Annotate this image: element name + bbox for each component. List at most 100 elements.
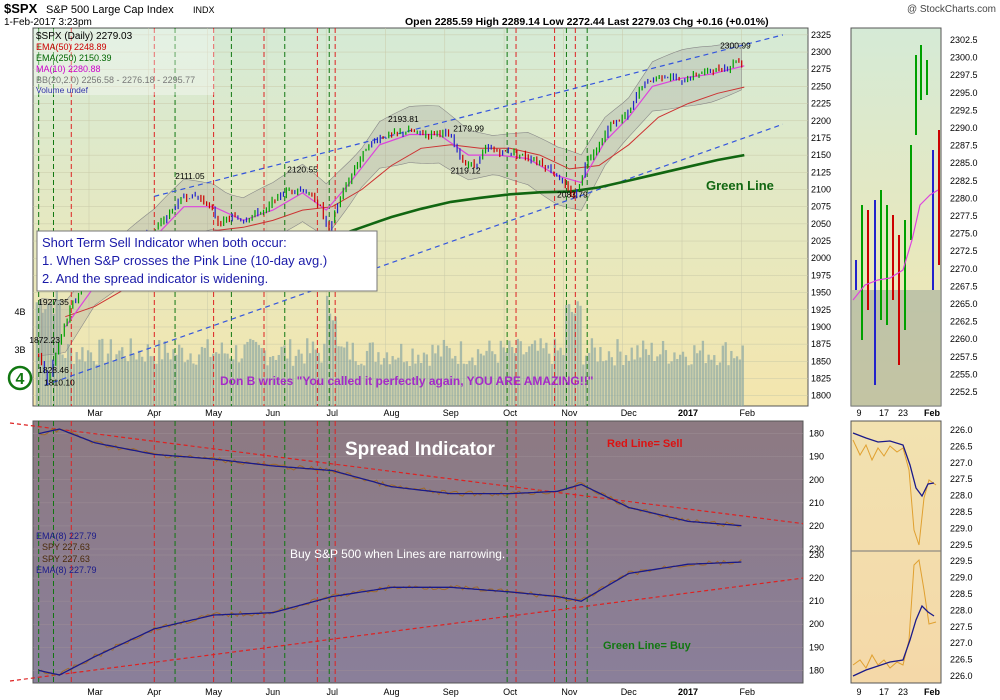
volume-bar: [380, 364, 383, 406]
volume-bar: [664, 350, 668, 406]
chart-date: 1-Feb-2017 3:23pm: [4, 17, 92, 28]
volume-bar: [334, 316, 337, 406]
volume-bar: [690, 364, 693, 406]
legend-volume: Volume undef: [36, 85, 89, 95]
price-candles: [38, 58, 743, 384]
channel-lower: [44, 123, 784, 386]
volume-bar: [587, 352, 591, 406]
volume-bar: [678, 354, 682, 406]
spread-legend-spy-2: SPY 227.63: [42, 554, 90, 564]
volume-bar: [297, 349, 300, 406]
side-x-label: 17: [879, 408, 889, 418]
volume-bar: [408, 365, 411, 406]
volume-bar: [155, 363, 158, 406]
volume-bar: [479, 353, 483, 406]
volume-bar: [616, 339, 619, 406]
volume-bar: [650, 342, 653, 406]
volume-bar: [419, 362, 423, 406]
spread-month-label: Dec: [621, 687, 638, 697]
volume-bar: [274, 359, 278, 406]
spread-month-label: Jul: [326, 687, 338, 697]
volume-bar: [178, 344, 181, 406]
vol-label-3b: 3B: [14, 345, 25, 355]
month-label: Aug: [383, 408, 399, 418]
volume-bar: [246, 341, 249, 406]
volume-bar: [354, 361, 357, 406]
volume-bar: [610, 357, 613, 406]
volume-bar: [166, 352, 169, 406]
side-x-label: Feb: [924, 687, 941, 697]
volume-bar: [528, 346, 531, 406]
volume-bar: [132, 353, 135, 406]
badge-number: 4: [16, 371, 25, 388]
spread-month-label: Oct: [503, 687, 518, 697]
price-y-axis: 1800 1825 1850 1875 1900 1925 1950 1975 2000 2025…: [811, 30, 831, 401]
price-tick: 1800: [811, 391, 831, 401]
volume-bar: [291, 365, 295, 406]
volume-bar: [308, 353, 312, 406]
volume-bar: [482, 355, 485, 406]
volume-bar: [374, 361, 377, 406]
volume-bar: [559, 347, 562, 406]
volume-bar: [516, 338, 520, 406]
red-line-sell-label: Red Line= Sell: [607, 438, 683, 450]
volume-bar: [331, 320, 335, 406]
volume-bar: [58, 299, 61, 406]
volume-bar: [223, 353, 226, 406]
spread-upper-ema8: [38, 428, 742, 527]
volume-bar: [582, 364, 585, 406]
price-panel-bg: [32, 27, 809, 407]
spread-tick: 200: [809, 619, 824, 629]
side-spread-tick: 227.0: [950, 638, 973, 648]
volume-bar: [269, 356, 272, 406]
side-panel-price: 2302.5 2300.0 2297.5 2295.0 2292.5 2290.0 2287…: [850, 27, 978, 407]
price-annotation: 2300.99: [720, 40, 751, 50]
spread-red-sell-line: [9, 422, 804, 525]
price-annotation: 2119.12: [451, 165, 481, 175]
side-spread-lower-ema: [852, 604, 935, 677]
volume-bar: [382, 358, 386, 406]
volume-bar: [590, 338, 594, 406]
ohlc-readout: Open 2285.59 High 2289.14 Low 2272.44 La…: [405, 16, 769, 28]
volume-bar: [607, 351, 611, 406]
spread-tick: 230: [809, 550, 824, 560]
side-price-tick: 2282.5: [950, 176, 978, 186]
volume-bar: [363, 365, 366, 406]
volume-bar: [576, 301, 579, 406]
side-price-tick: 2297.5: [950, 70, 978, 80]
side-price-tick: 2255.0: [950, 369, 978, 379]
volume-bar: [493, 354, 497, 406]
volume-bar: [502, 347, 505, 406]
volume-bar: [456, 363, 460, 406]
volume-bar: [687, 365, 690, 406]
price-tick: 2225: [811, 99, 831, 109]
price-annotation: 2193.81: [388, 114, 419, 124]
volume-bar: [49, 301, 53, 406]
volume-bar: [38, 300, 41, 406]
volume-bar: [240, 358, 243, 406]
volume-bar: [519, 341, 522, 406]
volume-bar: [536, 350, 539, 406]
volume-bar: [624, 355, 628, 406]
side-x-label: 23: [898, 687, 908, 697]
volume-bar: [55, 291, 58, 406]
volume-bar: [511, 347, 514, 406]
volume-bar: [289, 339, 292, 406]
volume-bar: [417, 354, 420, 406]
volume-bar: [326, 295, 329, 406]
volume-bar: [539, 338, 542, 406]
volume-bar: [391, 356, 394, 406]
volume-bar: [724, 342, 727, 406]
volume-bar: [351, 342, 354, 406]
side-ma10: [852, 189, 939, 301]
volume-bar: [491, 351, 494, 406]
sell-box-line-1: Short Term Sell Indicator when both occu…: [42, 235, 287, 250]
volume-bar: [630, 347, 633, 406]
volume-bar: [357, 364, 360, 406]
volume-bar: [340, 346, 343, 406]
price-annotation: 2083.79: [557, 190, 588, 200]
volume-bar: [445, 345, 448, 406]
volume-bar: [661, 340, 665, 406]
month-label: Mar: [87, 408, 103, 418]
volume-bar: [735, 356, 739, 406]
